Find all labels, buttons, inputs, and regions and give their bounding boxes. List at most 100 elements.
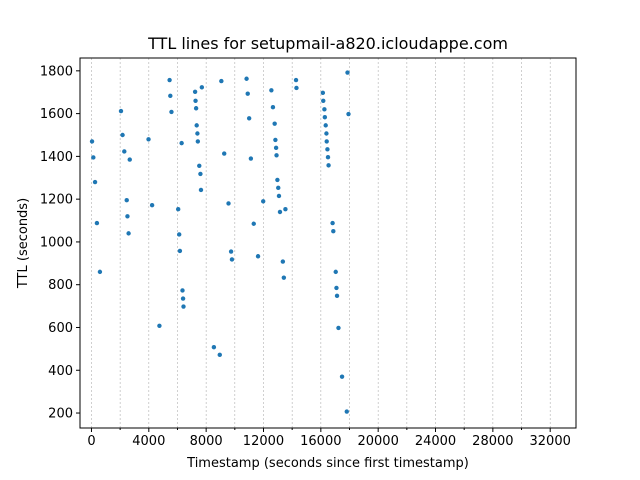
data-point	[168, 93, 173, 99]
y-tick-label: 1200	[40, 193, 73, 208]
data-point	[199, 85, 205, 90]
data-point	[244, 76, 249, 81]
data-point	[124, 198, 129, 203]
data-point	[146, 137, 151, 142]
data-point	[251, 221, 256, 226]
data-point	[92, 179, 98, 185]
data-point	[169, 109, 174, 115]
data-point	[293, 77, 299, 83]
data-point	[339, 374, 345, 379]
chart-title: TTL lines for setupmail-a820.icloudappe.…	[147, 34, 508, 53]
data-point	[326, 163, 331, 168]
data-point	[125, 214, 130, 219]
data-point	[325, 147, 330, 152]
data-point	[193, 98, 198, 103]
data-point	[294, 85, 299, 91]
y-tick-label: 1000	[40, 235, 73, 250]
x-tick-label: 0	[87, 434, 95, 449]
data-point	[276, 185, 281, 191]
data-point	[334, 293, 340, 299]
data-point	[126, 231, 131, 236]
y-axis-label: TTL (seconds)	[16, 198, 31, 289]
data-point	[322, 107, 327, 112]
data-point	[321, 98, 326, 103]
data-point	[333, 269, 338, 275]
data-point	[149, 202, 155, 208]
data-points	[89, 70, 351, 414]
data-point	[248, 156, 254, 161]
data-point	[177, 248, 183, 254]
data-point	[94, 220, 100, 226]
x-tick-label: 8000	[190, 434, 223, 449]
x-tick-label: 16000	[300, 434, 341, 449]
data-point	[180, 288, 185, 293]
data-point	[246, 116, 252, 121]
data-point	[181, 304, 186, 309]
data-point	[283, 207, 288, 212]
data-point	[167, 77, 172, 83]
y-tick-label: 400	[48, 364, 73, 379]
data-point	[91, 155, 96, 160]
data-point	[331, 229, 336, 234]
data-point	[180, 296, 186, 301]
x-tick-label: 4000	[132, 434, 165, 449]
data-point	[270, 104, 276, 110]
x-tick-label: 12000	[243, 434, 284, 449]
data-point	[175, 207, 181, 212]
data-point	[211, 344, 217, 350]
data-point	[322, 115, 328, 120]
data-point	[118, 108, 124, 114]
y-tick-label: 800	[48, 278, 73, 293]
data-point	[275, 177, 280, 183]
data-point	[193, 106, 199, 111]
data-point	[324, 139, 329, 144]
y-axis-ticks: 200 400 600 800 1000 1200 1400 1600 1800	[40, 64, 80, 422]
data-point	[269, 88, 274, 93]
x-tick-label: 20000	[357, 434, 398, 449]
data-point	[274, 153, 279, 158]
data-point	[157, 323, 162, 328]
data-point	[336, 325, 341, 331]
data-point	[272, 121, 277, 126]
plot-area-frame	[79, 57, 577, 429]
data-point	[217, 352, 222, 358]
data-point	[194, 123, 199, 128]
data-point	[127, 157, 132, 162]
data-point	[192, 89, 198, 94]
data-point	[226, 201, 231, 206]
data-point	[277, 209, 283, 215]
data-point	[276, 193, 282, 199]
data-point	[120, 132, 125, 138]
data-point	[177, 232, 182, 237]
data-point	[334, 285, 339, 291]
data-point	[324, 131, 329, 136]
data-point	[222, 151, 227, 156]
data-point	[245, 91, 250, 96]
y-tick-label: 600	[48, 321, 73, 336]
data-point	[273, 137, 278, 143]
data-point	[330, 220, 335, 226]
data-point	[320, 90, 326, 96]
data-point	[229, 257, 235, 262]
data-point	[89, 139, 95, 144]
data-point	[346, 111, 351, 117]
x-tick-label: 28000	[472, 434, 513, 449]
x-axis-label: Timestamp (seconds since first timestamp…	[186, 456, 469, 471]
data-point	[345, 70, 350, 75]
data-point	[261, 199, 266, 204]
data-point	[197, 163, 202, 168]
y-tick-label: 200	[48, 407, 73, 422]
data-point	[219, 78, 224, 84]
data-point	[323, 123, 328, 128]
data-point	[195, 131, 200, 136]
x-tick-label: 24000	[415, 434, 456, 449]
x-axis-ticks: 0 4000 8000 12000 16000 20000 24000 28000 32000	[87, 428, 571, 449]
data-point	[255, 254, 261, 259]
y-tick-label: 1400	[40, 150, 73, 165]
y-tick-label: 1800	[40, 64, 73, 79]
data-point	[281, 275, 287, 280]
data-point	[325, 155, 331, 160]
data-point	[97, 269, 103, 275]
data-point	[179, 140, 184, 146]
